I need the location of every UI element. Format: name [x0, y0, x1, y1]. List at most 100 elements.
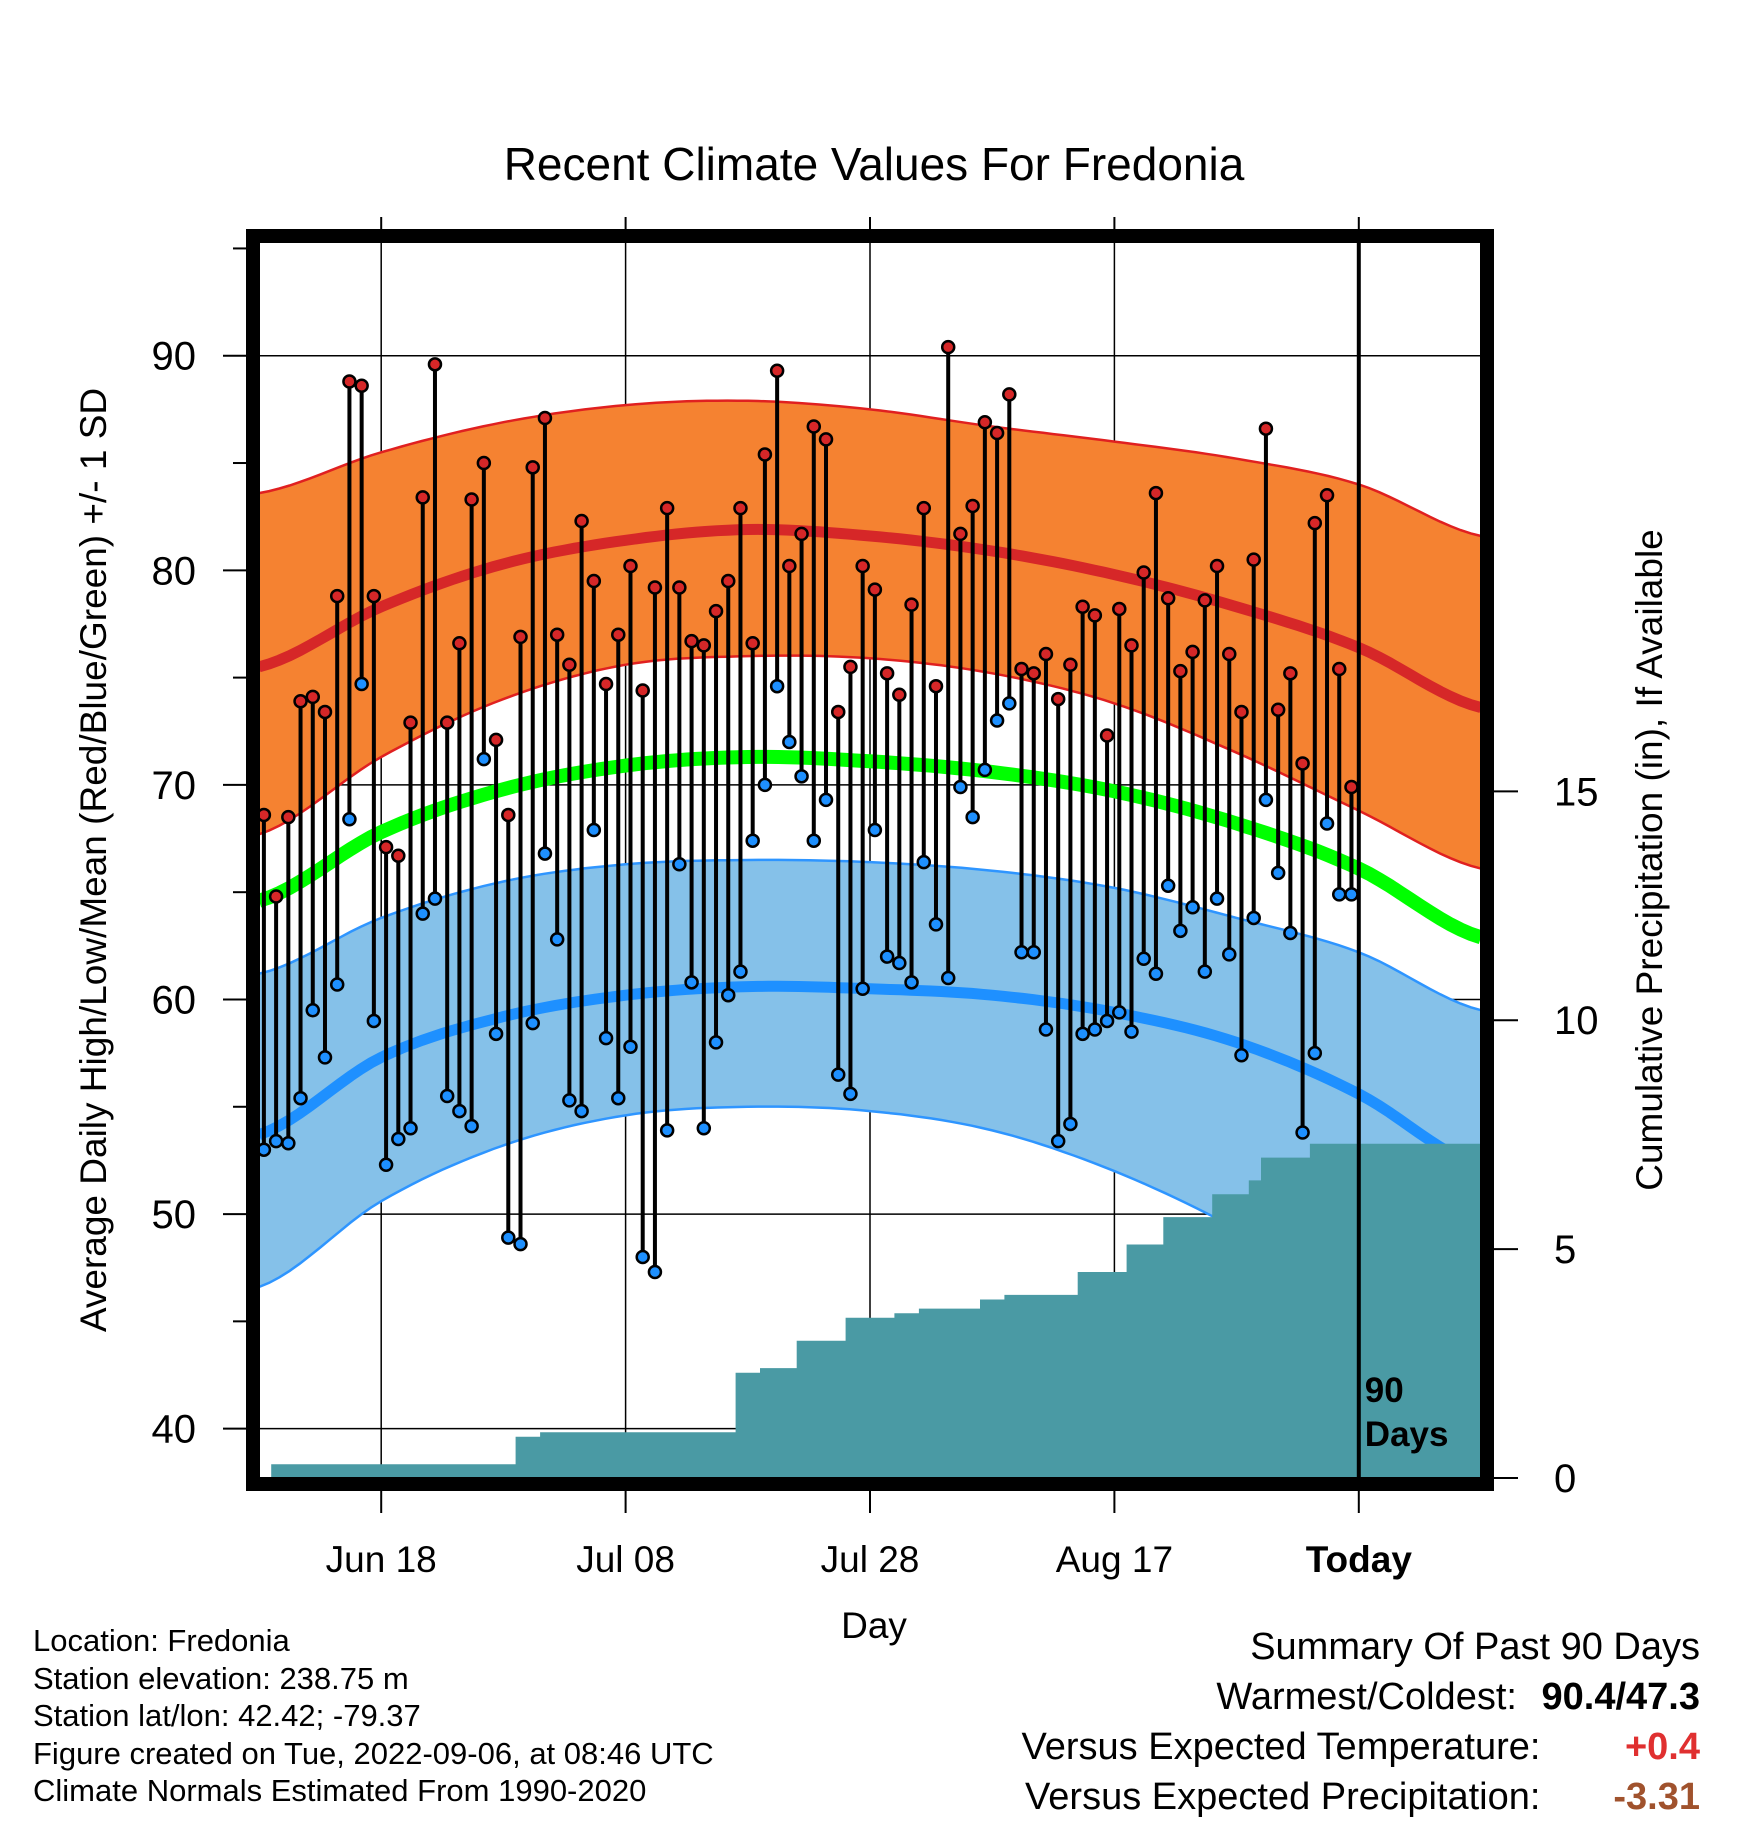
- low-point: [708, 1035, 724, 1050]
- warmest-coldest-label: Warmest/Coldest:: [1216, 1676, 1517, 1718]
- right-tick-label-10: 10: [1554, 999, 1599, 1043]
- high-point: [806, 419, 822, 434]
- temp-anomaly-label: Versus Expected Temperature:: [1021, 1726, 1541, 1768]
- low-point: [317, 1050, 333, 1065]
- x-tick-label-jun-18: Jun 18: [326, 1539, 437, 1580]
- high-point: [977, 415, 993, 430]
- low-point: [684, 975, 699, 990]
- elevation-text: Station elevation: 238.75 m: [33, 1660, 409, 1696]
- low-point: [1234, 1048, 1249, 1063]
- high-point: [427, 357, 443, 372]
- high-point: [989, 425, 1005, 441]
- high-point: [1234, 704, 1249, 720]
- high-point: [696, 638, 712, 653]
- low-point: [745, 833, 760, 848]
- high-point: [733, 500, 748, 516]
- low-point: [1185, 899, 1200, 915]
- low-point: [953, 779, 968, 795]
- low-point: [403, 1120, 418, 1136]
- high-point: [293, 693, 308, 709]
- summary-panel: Summary Of Past 90 Days Warmest/Coldest:…: [1022, 1622, 1700, 1822]
- low-point: [1063, 1116, 1078, 1132]
- daily-range-stems: [261, 347, 1354, 1272]
- low-point: [904, 975, 919, 990]
- high-point: [268, 889, 284, 904]
- low-point: [623, 1039, 638, 1054]
- low-sd-band: [259, 859, 1481, 1378]
- low-point: [1283, 925, 1298, 941]
- left-tick-label-90: 90: [152, 335, 197, 379]
- high-point: [1246, 552, 1261, 567]
- low-point: [1148, 966, 1164, 981]
- high-point: [1063, 657, 1078, 672]
- high-normal-line: [257, 523, 1483, 713]
- low-point: [769, 678, 785, 694]
- low-point: [1344, 887, 1359, 902]
- low-point: [501, 1230, 516, 1245]
- high-point: [953, 526, 968, 542]
- high-upper-edge: [258, 399, 1482, 538]
- x-tick-label-jul-28: Jul 28: [821, 1539, 920, 1580]
- low-point: [843, 1086, 858, 1102]
- high-point: [1222, 646, 1237, 662]
- high-point: [1209, 558, 1225, 574]
- high-point: [342, 374, 357, 389]
- high-point: [818, 432, 834, 447]
- high-point: [476, 455, 492, 471]
- high-point: [1050, 691, 1066, 707]
- high-point: [843, 659, 858, 675]
- high-point: [928, 678, 944, 694]
- high-point: [525, 460, 540, 475]
- low-point: [818, 792, 834, 808]
- low-point: [782, 734, 797, 750]
- temp-anomaly-value: +0.4: [1624, 1726, 1700, 1768]
- high-point: [549, 627, 565, 642]
- high-point: [1270, 702, 1286, 718]
- low-point: [1209, 891, 1225, 906]
- low-point: [1038, 1022, 1054, 1037]
- high-point: [598, 676, 614, 692]
- high-point: [940, 339, 956, 355]
- low-point: [733, 964, 748, 979]
- high-point: [1124, 638, 1139, 653]
- high-point: [892, 687, 907, 703]
- high-point: [1295, 756, 1310, 771]
- high-point: [391, 848, 406, 863]
- right-tick-label-0: 0: [1554, 1457, 1576, 1501]
- high-point: [1344, 779, 1359, 795]
- summary-heading: Summary Of Past 90 Days: [1250, 1626, 1700, 1668]
- low-point: [366, 1013, 382, 1029]
- low-point: [1112, 1005, 1127, 1020]
- low-point: [427, 891, 443, 906]
- low-point: [1173, 923, 1188, 939]
- high-point: [378, 839, 394, 855]
- high-point: [1038, 646, 1054, 662]
- chart-title: Recent Climate Values For Fredonia: [504, 138, 1245, 190]
- low-point: [1099, 1013, 1115, 1029]
- high-point: [562, 657, 577, 672]
- low-point: [1222, 947, 1237, 962]
- low-point: [1197, 964, 1213, 979]
- low-point: [1136, 951, 1151, 966]
- low-point: [1270, 865, 1286, 881]
- created-text: Figure created on Tue, 2022-09-06, at 08…: [33, 1735, 714, 1771]
- station-info: Location: Fredonia Station elevation: 23…: [33, 1622, 714, 1810]
- precip-area: [271, 1143, 1482, 1478]
- low-point: [305, 1002, 321, 1018]
- high-point: [1075, 599, 1090, 615]
- high-point: [1283, 666, 1298, 681]
- low-point: [867, 822, 883, 838]
- high-point: [647, 580, 663, 595]
- left-tick-label-40: 40: [152, 1408, 197, 1452]
- high-point: [1160, 590, 1176, 606]
- low-point: [562, 1093, 577, 1108]
- left-tick-label-70: 70: [152, 764, 197, 808]
- normals-text: Climate Normals Estimated From 1990-2020: [33, 1773, 647, 1808]
- low-point: [892, 955, 907, 971]
- today-days-number: 90: [1365, 1371, 1404, 1410]
- low-point: [586, 822, 602, 838]
- low-point: [488, 1026, 504, 1042]
- high-point: [452, 636, 467, 651]
- low-point: [696, 1120, 712, 1136]
- low-point: [391, 1131, 406, 1147]
